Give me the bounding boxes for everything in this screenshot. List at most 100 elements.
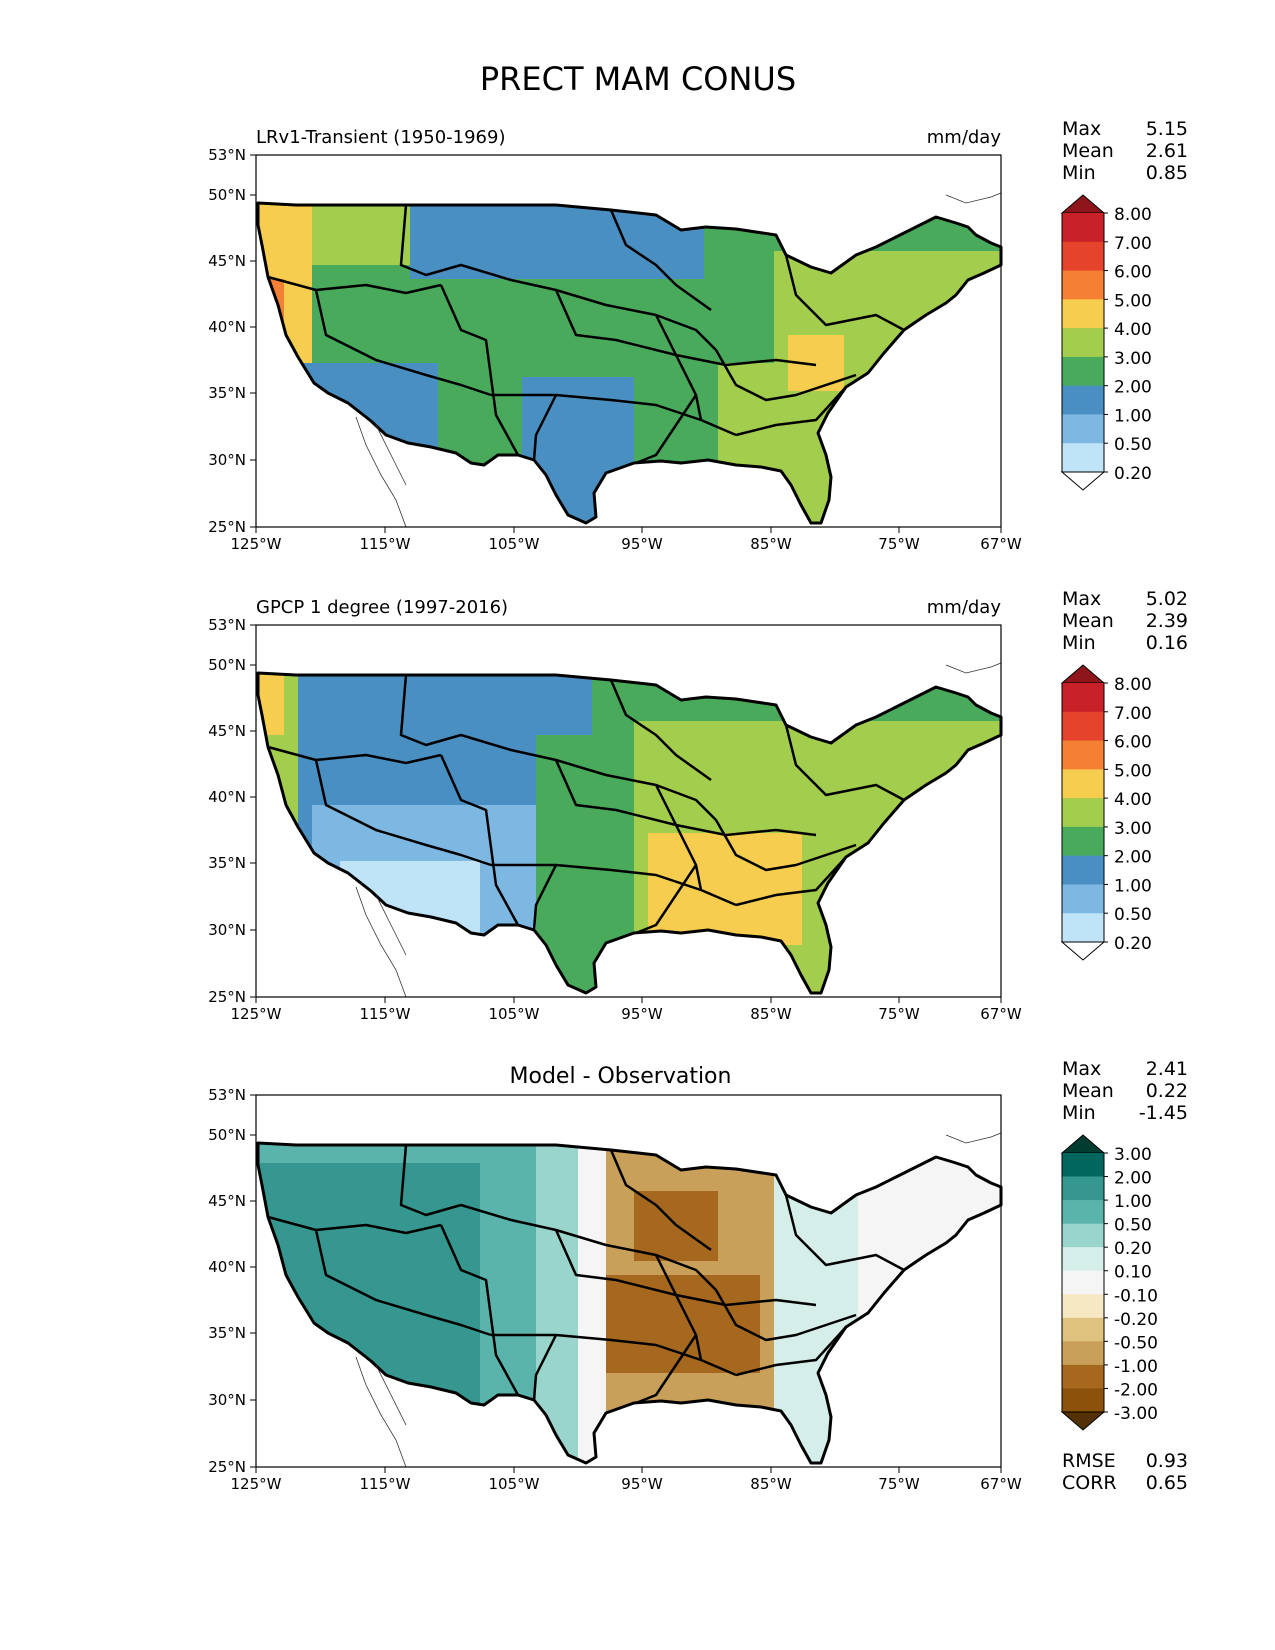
grid-cell (284, 1163, 299, 1178)
grid-cell (676, 749, 691, 764)
lon-tick-label: 125°W (231, 1475, 282, 1493)
grid-cell (452, 265, 467, 280)
grid-cell (424, 1317, 439, 1332)
grid-cell (284, 251, 299, 266)
grid-cell (690, 735, 705, 750)
grid-cell (844, 1205, 859, 1220)
grid-cell (410, 1317, 425, 1332)
grid-cell (956, 1191, 971, 1206)
grid-cell (564, 1387, 579, 1402)
colorbar-swatch (1062, 711, 1104, 741)
grid-cell (970, 251, 985, 266)
grid-cell (410, 209, 425, 224)
grid-cell (928, 1163, 943, 1178)
grid-cell (284, 707, 299, 722)
colorbar-level-label: -0.50 (1114, 1333, 1158, 1353)
grid-cell (592, 819, 607, 834)
grid-cell (914, 721, 929, 736)
grid-cell (690, 791, 705, 806)
grid-cell (522, 1177, 537, 1192)
grid-cell (424, 1233, 439, 1248)
grid-cell (410, 819, 425, 834)
colorbar-swatch (1062, 1364, 1104, 1389)
grid-cell (634, 1191, 649, 1206)
grid-cell (900, 293, 915, 308)
grid-cell (522, 1261, 537, 1276)
grid-cell (620, 721, 635, 736)
grid-cell (410, 693, 425, 708)
grid-cell (354, 833, 369, 848)
grid-cell (494, 1191, 509, 1206)
grid-cell (858, 819, 873, 834)
grid-cell (396, 377, 411, 392)
grid-cell (368, 763, 383, 778)
grid-cell (606, 861, 621, 876)
grid-cell (648, 819, 663, 834)
grid-cell (760, 391, 775, 406)
grid-cell (886, 1191, 901, 1206)
grid-cell (788, 1275, 803, 1290)
grid-cell (452, 763, 467, 778)
grid-cell (550, 321, 565, 336)
grid-cell (494, 1149, 509, 1164)
grid-cell (438, 1177, 453, 1192)
grid-cell (564, 405, 579, 420)
grid-cell (438, 209, 453, 224)
grid-cell (830, 819, 845, 834)
grid-cell (438, 1289, 453, 1304)
grid-cell (564, 223, 579, 238)
grid-cell (634, 419, 649, 434)
grid-cell (424, 405, 439, 420)
colorbar-swatch (1062, 1223, 1104, 1248)
grid-cell (816, 1233, 831, 1248)
grid-cell (508, 1345, 523, 1360)
grid-cell (942, 223, 957, 238)
grid-cell (872, 1205, 887, 1220)
grid-cell (774, 447, 789, 462)
colorbar-swatch (1062, 1200, 1104, 1225)
grid-cell (774, 265, 789, 280)
grid-cell (774, 735, 789, 750)
grid-cell (620, 433, 635, 448)
grid-cell (802, 959, 817, 974)
grid-cell (312, 1177, 327, 1192)
grid-cell (620, 349, 635, 364)
grid-cell (830, 1219, 845, 1234)
grid-cell (382, 237, 397, 252)
grid-cell (480, 1373, 495, 1388)
grid-cell (494, 1317, 509, 1332)
grid-cell (774, 1345, 789, 1360)
grid-cell (802, 391, 817, 406)
grid-cell (816, 391, 831, 406)
grid-cell (550, 693, 565, 708)
grid-cell (648, 223, 663, 238)
grid-cell (284, 791, 299, 806)
grid-cell (634, 763, 649, 778)
grid-cell (676, 1359, 691, 1374)
grid-cell (648, 847, 663, 862)
grid-cell (564, 693, 579, 708)
grid-cell (774, 1387, 789, 1402)
grid-cell (536, 349, 551, 364)
grid-cell (648, 321, 663, 336)
grid-cell (326, 321, 341, 336)
grid-cell (676, 391, 691, 406)
grid-cell (382, 405, 397, 420)
grid-cell (258, 1149, 271, 1164)
grid-cell (466, 917, 481, 932)
grid-cell (550, 679, 565, 694)
grid-cell (382, 721, 397, 736)
lat-tick-label: 45°N (208, 252, 246, 270)
grid-cell (452, 349, 467, 364)
grid-cell (340, 707, 355, 722)
grid-cell (732, 237, 747, 252)
grid-cell (844, 819, 859, 834)
grid-cell (844, 735, 859, 750)
grid-cell (522, 791, 537, 806)
grid-cell (284, 1233, 299, 1248)
grid-cell (564, 1303, 579, 1318)
grid-cell (354, 363, 369, 378)
grid-cell (564, 1373, 579, 1388)
basin-boundary (439, 754, 520, 926)
grid-cell (760, 1191, 775, 1206)
